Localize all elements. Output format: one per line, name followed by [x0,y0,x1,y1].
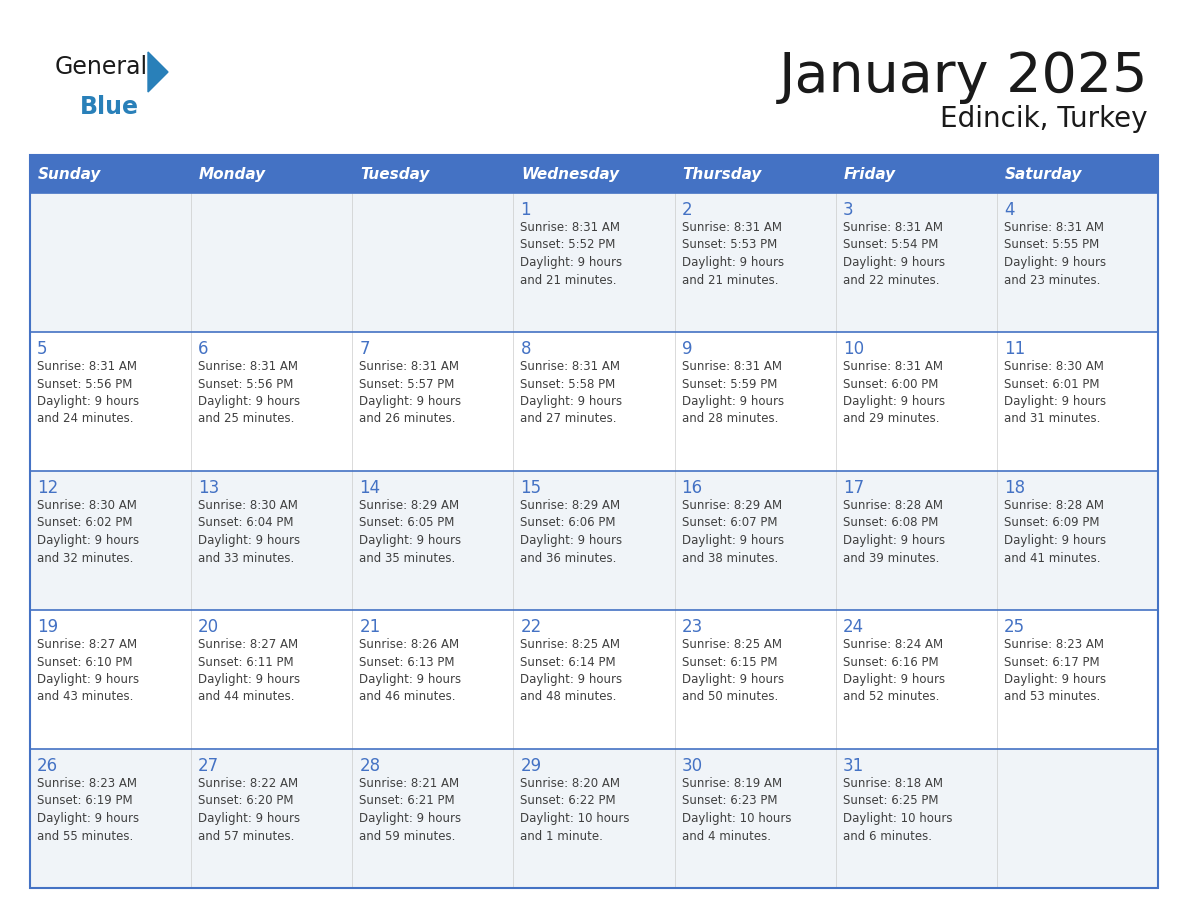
Bar [30,471,1158,610]
Text: Sunrise: 8:31 AM
Sunset: 5:55 PM
Daylight: 9 hours
and 23 minutes.: Sunrise: 8:31 AM Sunset: 5:55 PM Dayligh… [1004,221,1106,286]
Text: Sunrise: 8:29 AM
Sunset: 6:07 PM
Daylight: 9 hours
and 38 minutes.: Sunrise: 8:29 AM Sunset: 6:07 PM Dayligh… [682,499,784,565]
Text: Sunrise: 8:22 AM
Sunset: 6:20 PM
Daylight: 9 hours
and 57 minutes.: Sunrise: 8:22 AM Sunset: 6:20 PM Dayligh… [198,777,301,843]
Text: 12: 12 [37,479,58,497]
Text: Sunrise: 8:29 AM
Sunset: 6:05 PM
Daylight: 9 hours
and 35 minutes.: Sunrise: 8:29 AM Sunset: 6:05 PM Dayligh… [359,499,461,565]
Text: Sunrise: 8:25 AM
Sunset: 6:15 PM
Daylight: 9 hours
and 50 minutes.: Sunrise: 8:25 AM Sunset: 6:15 PM Dayligh… [682,638,784,703]
Text: Sunrise: 8:31 AM
Sunset: 5:57 PM
Daylight: 9 hours
and 26 minutes.: Sunrise: 8:31 AM Sunset: 5:57 PM Dayligh… [359,360,461,426]
Text: Friday: Friday [843,166,896,182]
Text: 22: 22 [520,618,542,636]
Text: Thursday: Thursday [683,166,762,182]
Text: 17: 17 [842,479,864,497]
Text: Sunday: Sunday [38,166,101,182]
Text: 10: 10 [842,340,864,358]
Text: Sunrise: 8:27 AM
Sunset: 6:10 PM
Daylight: 9 hours
and 43 minutes.: Sunrise: 8:27 AM Sunset: 6:10 PM Dayligh… [37,638,139,703]
Text: Sunrise: 8:28 AM
Sunset: 6:09 PM
Daylight: 9 hours
and 41 minutes.: Sunrise: 8:28 AM Sunset: 6:09 PM Dayligh… [1004,499,1106,565]
Text: Sunrise: 8:23 AM
Sunset: 6:19 PM
Daylight: 9 hours
and 55 minutes.: Sunrise: 8:23 AM Sunset: 6:19 PM Dayligh… [37,777,139,843]
Bar [30,749,1158,888]
Text: Monday: Monday [200,166,266,182]
Text: 9: 9 [682,340,693,358]
Text: Edincik, Turkey: Edincik, Turkey [941,105,1148,133]
Text: Sunrise: 8:23 AM
Sunset: 6:17 PM
Daylight: 9 hours
and 53 minutes.: Sunrise: 8:23 AM Sunset: 6:17 PM Dayligh… [1004,638,1106,703]
Text: 31: 31 [842,757,864,775]
Bar [191,155,353,193]
Text: 8: 8 [520,340,531,358]
Text: Saturday: Saturday [1005,166,1082,182]
Text: 28: 28 [359,757,380,775]
Text: Sunrise: 8:31 AM
Sunset: 5:56 PM
Daylight: 9 hours
and 25 minutes.: Sunrise: 8:31 AM Sunset: 5:56 PM Dayligh… [198,360,301,426]
Text: Sunrise: 8:19 AM
Sunset: 6:23 PM
Daylight: 10 hours
and 4 minutes.: Sunrise: 8:19 AM Sunset: 6:23 PM Dayligh… [682,777,791,843]
Bar [675,155,835,193]
Text: Sunrise: 8:25 AM
Sunset: 6:14 PM
Daylight: 9 hours
and 48 minutes.: Sunrise: 8:25 AM Sunset: 6:14 PM Dayligh… [520,638,623,703]
Text: 23: 23 [682,618,703,636]
Text: Sunrise: 8:30 AM
Sunset: 6:02 PM
Daylight: 9 hours
and 32 minutes.: Sunrise: 8:30 AM Sunset: 6:02 PM Dayligh… [37,499,139,565]
Text: General: General [55,55,148,79]
Polygon shape [148,52,168,92]
Text: Sunrise: 8:31 AM
Sunset: 5:54 PM
Daylight: 9 hours
and 22 minutes.: Sunrise: 8:31 AM Sunset: 5:54 PM Dayligh… [842,221,944,286]
Text: 16: 16 [682,479,702,497]
Text: Sunrise: 8:27 AM
Sunset: 6:11 PM
Daylight: 9 hours
and 44 minutes.: Sunrise: 8:27 AM Sunset: 6:11 PM Dayligh… [198,638,301,703]
Text: 13: 13 [198,479,220,497]
Text: Wednesday: Wednesday [522,166,620,182]
Text: 20: 20 [198,618,220,636]
Text: 2: 2 [682,201,693,219]
Text: Tuesday: Tuesday [360,166,430,182]
Text: 18: 18 [1004,479,1025,497]
Text: 19: 19 [37,618,58,636]
Text: 5: 5 [37,340,48,358]
Bar [30,193,1158,332]
Text: 21: 21 [359,618,380,636]
Text: 14: 14 [359,479,380,497]
Bar [30,332,1158,471]
Text: Sunrise: 8:24 AM
Sunset: 6:16 PM
Daylight: 9 hours
and 52 minutes.: Sunrise: 8:24 AM Sunset: 6:16 PM Dayligh… [842,638,944,703]
Text: 24: 24 [842,618,864,636]
Text: 29: 29 [520,757,542,775]
Text: Sunrise: 8:31 AM
Sunset: 5:53 PM
Daylight: 9 hours
and 21 minutes.: Sunrise: 8:31 AM Sunset: 5:53 PM Dayligh… [682,221,784,286]
Bar [30,155,1158,888]
Text: 4: 4 [1004,201,1015,219]
Text: 27: 27 [198,757,220,775]
Bar [353,155,513,193]
Text: Sunrise: 8:31 AM
Sunset: 6:00 PM
Daylight: 9 hours
and 29 minutes.: Sunrise: 8:31 AM Sunset: 6:00 PM Dayligh… [842,360,944,426]
Text: Sunrise: 8:31 AM
Sunset: 5:58 PM
Daylight: 9 hours
and 27 minutes.: Sunrise: 8:31 AM Sunset: 5:58 PM Dayligh… [520,360,623,426]
Text: Sunrise: 8:18 AM
Sunset: 6:25 PM
Daylight: 10 hours
and 6 minutes.: Sunrise: 8:18 AM Sunset: 6:25 PM Dayligh… [842,777,953,843]
Text: Sunrise: 8:28 AM
Sunset: 6:08 PM
Daylight: 9 hours
and 39 minutes.: Sunrise: 8:28 AM Sunset: 6:08 PM Dayligh… [842,499,944,565]
Text: Sunrise: 8:31 AM
Sunset: 5:59 PM
Daylight: 9 hours
and 28 minutes.: Sunrise: 8:31 AM Sunset: 5:59 PM Dayligh… [682,360,784,426]
Text: Sunrise: 8:30 AM
Sunset: 6:01 PM
Daylight: 9 hours
and 31 minutes.: Sunrise: 8:30 AM Sunset: 6:01 PM Dayligh… [1004,360,1106,426]
Text: Sunrise: 8:26 AM
Sunset: 6:13 PM
Daylight: 9 hours
and 46 minutes.: Sunrise: 8:26 AM Sunset: 6:13 PM Dayligh… [359,638,461,703]
Text: 30: 30 [682,757,702,775]
Bar [835,155,997,193]
Text: Sunrise: 8:29 AM
Sunset: 6:06 PM
Daylight: 9 hours
and 36 minutes.: Sunrise: 8:29 AM Sunset: 6:06 PM Dayligh… [520,499,623,565]
Text: 7: 7 [359,340,369,358]
Text: 6: 6 [198,340,209,358]
Text: 3: 3 [842,201,853,219]
Text: Blue: Blue [80,95,139,119]
Text: 26: 26 [37,757,58,775]
Bar [30,155,191,193]
Text: Sunrise: 8:20 AM
Sunset: 6:22 PM
Daylight: 10 hours
and 1 minute.: Sunrise: 8:20 AM Sunset: 6:22 PM Dayligh… [520,777,630,843]
Text: 1: 1 [520,201,531,219]
Text: 11: 11 [1004,340,1025,358]
Text: Sunrise: 8:31 AM
Sunset: 5:56 PM
Daylight: 9 hours
and 24 minutes.: Sunrise: 8:31 AM Sunset: 5:56 PM Dayligh… [37,360,139,426]
Text: Sunrise: 8:21 AM
Sunset: 6:21 PM
Daylight: 9 hours
and 59 minutes.: Sunrise: 8:21 AM Sunset: 6:21 PM Dayligh… [359,777,461,843]
Text: January 2025: January 2025 [778,50,1148,104]
Text: Sunrise: 8:31 AM
Sunset: 5:52 PM
Daylight: 9 hours
and 21 minutes.: Sunrise: 8:31 AM Sunset: 5:52 PM Dayligh… [520,221,623,286]
Text: 25: 25 [1004,618,1025,636]
Bar [513,155,675,193]
Text: 15: 15 [520,479,542,497]
Bar [30,610,1158,749]
Bar [997,155,1158,193]
Text: Sunrise: 8:30 AM
Sunset: 6:04 PM
Daylight: 9 hours
and 33 minutes.: Sunrise: 8:30 AM Sunset: 6:04 PM Dayligh… [198,499,301,565]
